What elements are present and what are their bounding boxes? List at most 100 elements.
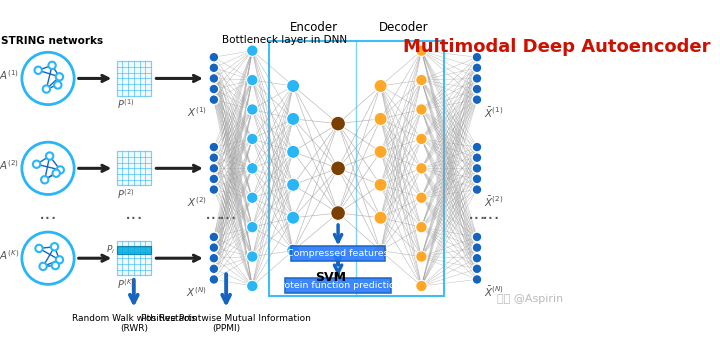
Circle shape bbox=[415, 45, 427, 56]
Circle shape bbox=[246, 222, 258, 233]
Circle shape bbox=[55, 256, 63, 263]
Circle shape bbox=[374, 211, 387, 224]
Circle shape bbox=[415, 133, 427, 144]
Circle shape bbox=[415, 192, 427, 203]
Circle shape bbox=[472, 274, 482, 284]
Circle shape bbox=[246, 251, 258, 262]
Circle shape bbox=[54, 81, 61, 89]
Circle shape bbox=[374, 80, 387, 93]
Circle shape bbox=[35, 245, 42, 252]
Circle shape bbox=[374, 178, 387, 191]
Circle shape bbox=[209, 163, 219, 173]
Circle shape bbox=[52, 262, 59, 269]
Text: Compressed features: Compressed features bbox=[287, 249, 389, 258]
Text: ...: ... bbox=[125, 204, 143, 223]
Circle shape bbox=[40, 263, 47, 270]
Text: $A^{(2)}$: $A^{(2)}$ bbox=[0, 158, 19, 172]
Bar bbox=[285, 278, 391, 293]
Circle shape bbox=[209, 153, 219, 163]
Circle shape bbox=[472, 52, 482, 62]
Circle shape bbox=[287, 178, 300, 191]
Text: $X^{(1)}$: $X^{(1)}$ bbox=[186, 105, 207, 119]
Circle shape bbox=[246, 280, 258, 292]
Circle shape bbox=[246, 133, 258, 144]
Circle shape bbox=[374, 244, 387, 257]
Circle shape bbox=[472, 163, 482, 173]
Bar bbox=[269, 41, 444, 296]
Circle shape bbox=[46, 152, 53, 160]
Circle shape bbox=[472, 73, 482, 83]
Circle shape bbox=[287, 145, 300, 158]
Circle shape bbox=[209, 142, 219, 152]
Circle shape bbox=[472, 142, 482, 152]
Text: ...: ... bbox=[219, 204, 238, 223]
Circle shape bbox=[33, 160, 40, 168]
Circle shape bbox=[209, 52, 219, 62]
Text: $\bar{X}^{(N)}$: $\bar{X}^{(N)}$ bbox=[485, 285, 505, 299]
Circle shape bbox=[472, 95, 482, 105]
Circle shape bbox=[209, 253, 219, 263]
Circle shape bbox=[415, 104, 427, 115]
Circle shape bbox=[246, 45, 258, 56]
Text: $\bar{X}^{(1)}$: $\bar{X}^{(1)}$ bbox=[485, 105, 504, 120]
Circle shape bbox=[472, 253, 482, 263]
Circle shape bbox=[246, 104, 258, 115]
Circle shape bbox=[472, 185, 482, 195]
Circle shape bbox=[472, 243, 482, 252]
Circle shape bbox=[209, 185, 219, 195]
Circle shape bbox=[287, 80, 300, 93]
Text: $P_i$: $P_i$ bbox=[106, 244, 115, 256]
Circle shape bbox=[246, 163, 258, 174]
Circle shape bbox=[472, 264, 482, 274]
Circle shape bbox=[209, 63, 219, 73]
Circle shape bbox=[287, 113, 300, 125]
Circle shape bbox=[415, 280, 427, 292]
Circle shape bbox=[209, 95, 219, 105]
Bar bbox=[117, 246, 151, 254]
Text: Protein function prediction: Protein function prediction bbox=[275, 281, 401, 290]
Circle shape bbox=[246, 74, 258, 86]
Circle shape bbox=[330, 161, 346, 176]
Circle shape bbox=[415, 251, 427, 262]
Text: SVM: SVM bbox=[315, 271, 346, 284]
Circle shape bbox=[209, 264, 219, 274]
Circle shape bbox=[472, 174, 482, 184]
Text: $X^{(N)}$: $X^{(N)}$ bbox=[186, 285, 207, 299]
Circle shape bbox=[51, 243, 58, 250]
Circle shape bbox=[287, 211, 300, 224]
Circle shape bbox=[374, 113, 387, 125]
Text: $X^{(2)}$: $X^{(2)}$ bbox=[186, 195, 207, 209]
Text: ...: ... bbox=[467, 204, 487, 223]
Circle shape bbox=[472, 84, 482, 94]
Circle shape bbox=[415, 222, 427, 233]
Circle shape bbox=[415, 163, 427, 174]
Text: STRING networks: STRING networks bbox=[1, 36, 103, 46]
Circle shape bbox=[55, 73, 63, 81]
Text: $A^{(1)}$: $A^{(1)}$ bbox=[0, 68, 19, 82]
Circle shape bbox=[42, 86, 50, 93]
Circle shape bbox=[57, 166, 64, 174]
Circle shape bbox=[48, 62, 55, 69]
Circle shape bbox=[472, 153, 482, 163]
Bar bbox=[117, 151, 151, 185]
Circle shape bbox=[209, 232, 219, 242]
Bar bbox=[117, 241, 151, 275]
Circle shape bbox=[209, 243, 219, 252]
Text: ...: ... bbox=[204, 204, 223, 223]
Circle shape bbox=[41, 176, 48, 184]
Text: Bottleneck layer in DNN: Bottleneck layer in DNN bbox=[222, 35, 347, 45]
Text: $P^{(1)}$: $P^{(1)}$ bbox=[117, 97, 135, 111]
Circle shape bbox=[53, 170, 60, 177]
Circle shape bbox=[209, 73, 219, 83]
Circle shape bbox=[209, 174, 219, 184]
Circle shape bbox=[330, 206, 346, 220]
Circle shape bbox=[330, 116, 346, 131]
Text: Multimodal Deep Autoencoder: Multimodal Deep Autoencoder bbox=[403, 38, 711, 56]
Circle shape bbox=[472, 63, 482, 73]
Text: ...: ... bbox=[39, 204, 58, 223]
Circle shape bbox=[415, 74, 427, 86]
Circle shape bbox=[374, 145, 387, 158]
Circle shape bbox=[246, 192, 258, 203]
Text: ...: ... bbox=[482, 204, 501, 223]
Text: 知乎 @Aspirin: 知乎 @Aspirin bbox=[497, 294, 563, 304]
